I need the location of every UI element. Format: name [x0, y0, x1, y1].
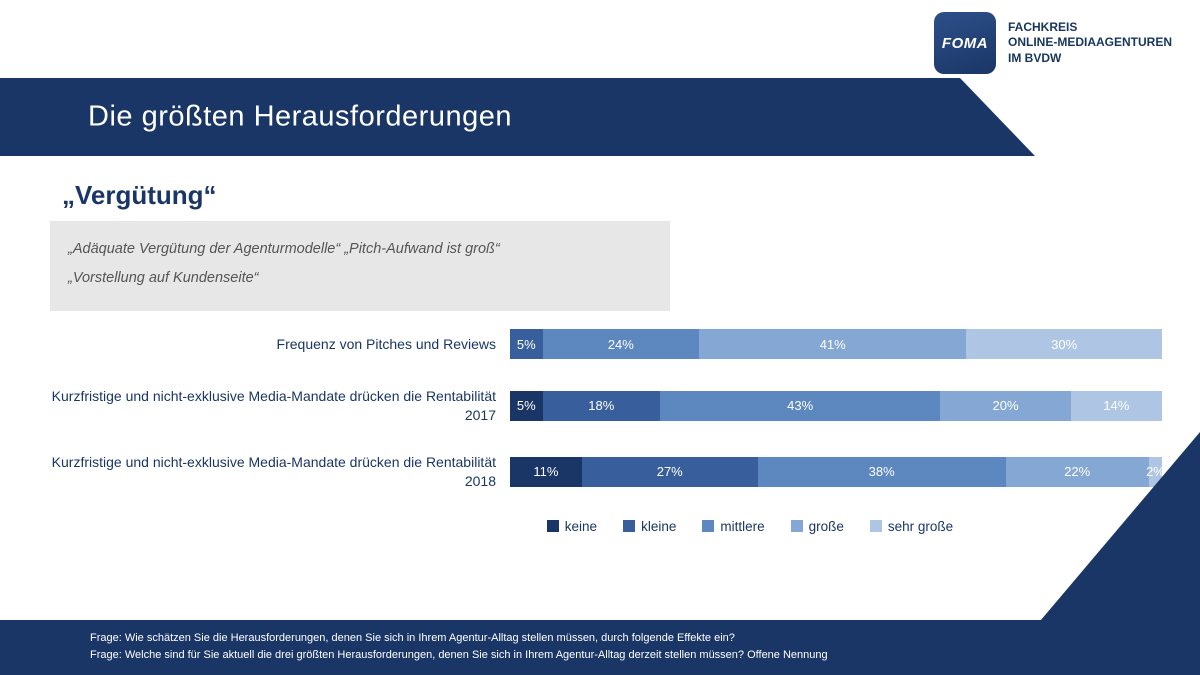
corner-triangle-icon	[1035, 432, 1200, 627]
footer-banner: Frage: Wie schätzen Sie die Herausforder…	[0, 620, 1200, 675]
brand-line2: ONLINE-MEDIAAGENTUREN	[1008, 35, 1172, 51]
legend-label: kleine	[641, 519, 676, 534]
bar-segment: 24%	[543, 329, 699, 359]
stacked-bar: 5%24%41%30%	[510, 329, 1162, 359]
legend-item: keine	[547, 519, 597, 534]
legend-swatch-icon	[623, 520, 635, 532]
footer-line-1: Frage: Wie schätzen Sie die Herausforder…	[90, 630, 1178, 647]
header-banner: Die größten Herausforderungen	[0, 78, 1200, 156]
bar-segment: 43%	[660, 391, 940, 421]
chart-row: Kurzfristige und nicht-exklusive Media-M…	[50, 387, 1170, 425]
bar-segment: 5%	[510, 329, 543, 359]
legend-swatch-icon	[702, 520, 714, 532]
legend-label: große	[809, 519, 844, 534]
brand-line3: IM BVDW	[1008, 51, 1172, 67]
legend-label: sehr große	[888, 519, 953, 534]
legend-swatch-icon	[870, 520, 882, 532]
legend-label: mittlere	[720, 519, 764, 534]
bar-segment: 11%	[510, 457, 582, 487]
bar-segment: 27%	[582, 457, 758, 487]
bar-segment: 14%	[1071, 391, 1162, 421]
footer-line-2: Frage: Welche sind für Sie aktuell die d…	[90, 647, 1178, 664]
bar-segment: 20%	[940, 391, 1070, 421]
brand-line1: FACHKREIS	[1008, 20, 1172, 36]
row-label: Kurzfristige und nicht-exklusive Media-M…	[50, 453, 510, 491]
quote-line-1: „Adäquate Vergütung der Agenturmodelle“ …	[68, 235, 652, 264]
legend-item: mittlere	[702, 519, 764, 534]
row-label: Kurzfristige und nicht-exklusive Media-M…	[50, 387, 510, 425]
legend-swatch-icon	[791, 520, 803, 532]
chart-row: Frequenz von Pitches und Reviews5%24%41%…	[50, 329, 1170, 359]
quote-box: „Adäquate Vergütung der Agenturmodelle“ …	[50, 221, 670, 311]
bar-segment: 38%	[758, 457, 1006, 487]
foma-badge-icon: FOMA	[934, 12, 996, 74]
bar-segment: 30%	[966, 329, 1162, 359]
quote-line-2: „Vorstellung auf Kundenseite“	[68, 264, 652, 293]
legend-label: keine	[565, 519, 597, 534]
bar-segment: 18%	[543, 391, 660, 421]
brand-text: FACHKREIS ONLINE-MEDIAAGENTUREN IM BVDW	[1008, 20, 1172, 67]
stacked-bar-chart: Frequenz von Pitches und Reviews5%24%41%…	[50, 329, 1170, 491]
content-area: „Vergütung“ „Adäquate Vergütung der Agen…	[50, 180, 1170, 534]
legend-item: große	[791, 519, 844, 534]
row-label: Frequenz von Pitches und Reviews	[50, 335, 510, 354]
stacked-bar: 5%18%43%20%14%	[510, 391, 1162, 421]
legend-item: sehr große	[870, 519, 953, 534]
chart-row: Kurzfristige und nicht-exklusive Media-M…	[50, 453, 1170, 491]
bar-segment: 41%	[699, 329, 966, 359]
badge-text: FOMA	[942, 35, 988, 52]
legend-swatch-icon	[547, 520, 559, 532]
bar-segment: 5%	[510, 391, 543, 421]
legend-item: kleine	[623, 519, 676, 534]
page-title: Die größten Herausforderungen	[88, 101, 512, 134]
brand-logo: FOMA FACHKREIS ONLINE-MEDIAAGENTUREN IM …	[934, 12, 1172, 74]
section-subtitle: „Vergütung“	[62, 180, 1170, 211]
